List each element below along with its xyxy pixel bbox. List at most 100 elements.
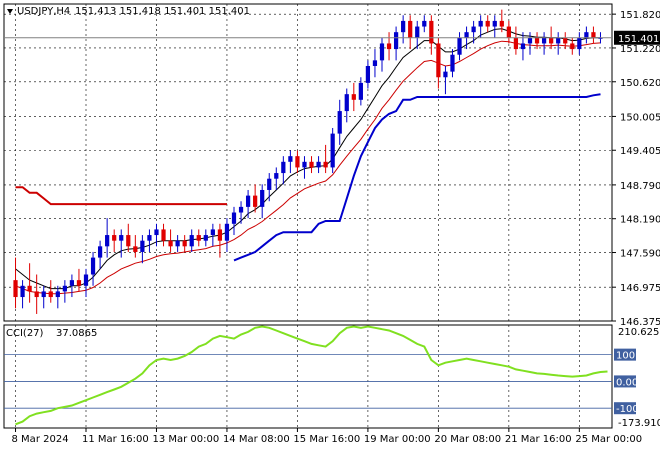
candle-body xyxy=(105,235,110,247)
candle-body xyxy=(203,235,208,241)
cci-axis: 100 0.00 -100 210.6251 -173.9106 xyxy=(614,327,660,429)
candle-body xyxy=(513,37,519,50)
candle-body xyxy=(295,156,300,168)
candle-body xyxy=(147,235,152,241)
candle-body xyxy=(97,246,103,258)
candle-body xyxy=(563,37,568,44)
candle-body xyxy=(386,43,392,50)
ohlc-values: 151.413 151.418 151.401 151.401 xyxy=(75,6,250,17)
candle-body xyxy=(281,161,286,174)
candle-body xyxy=(13,280,18,298)
candle-body xyxy=(499,20,504,27)
candle-body xyxy=(175,240,180,247)
x-tick-label: 25 Mar 00:00 xyxy=(575,434,642,445)
x-tick-label: 21 Mar 16:00 xyxy=(505,434,572,445)
y-tick-label: 151.220 xyxy=(620,44,660,55)
cci-level-tag xyxy=(614,402,636,415)
candle-body xyxy=(471,26,476,33)
ma-fast xyxy=(15,28,601,290)
symbol-label: USDJPY,H4 xyxy=(17,6,70,17)
candle-body xyxy=(231,212,237,224)
candle-body xyxy=(217,229,223,241)
cci-line xyxy=(15,325,608,426)
candle-body xyxy=(534,37,540,44)
candle-body xyxy=(478,20,483,27)
cci-level-tag xyxy=(614,375,636,388)
candle-body xyxy=(520,43,526,50)
candle-body xyxy=(161,229,166,241)
y-tick-label: 151.820 xyxy=(620,10,660,21)
candle-body xyxy=(182,240,187,247)
y-tick-label: 149.405 xyxy=(620,146,660,157)
candle-body xyxy=(393,32,399,50)
x-tick-label: 13 Mar 00:00 xyxy=(152,434,219,445)
candle-body xyxy=(436,43,441,78)
candle-body xyxy=(253,195,258,207)
candle-body xyxy=(288,156,293,162)
candle-body xyxy=(189,235,194,247)
candle-body xyxy=(422,20,427,27)
cci-panel-frame xyxy=(3,324,613,429)
x-tick-label: 11 Mar 16:00 xyxy=(82,434,149,445)
cci-series xyxy=(15,325,608,426)
x-tick-label: 19 Mar 00:00 xyxy=(364,434,431,445)
candle-body xyxy=(90,257,96,275)
candle-body xyxy=(224,223,230,241)
candle-body xyxy=(140,240,145,252)
dropdown-triangle-icon[interactable] xyxy=(7,9,13,14)
candle-body xyxy=(316,161,321,168)
long-ma-red-line xyxy=(15,186,227,206)
candle-body xyxy=(372,60,378,66)
candle-body xyxy=(55,291,60,298)
candle-body xyxy=(365,65,371,83)
x-tick-label: 20 Mar 08:00 xyxy=(434,434,501,445)
candle-body xyxy=(309,161,314,168)
y-tick-label: 150.005 xyxy=(620,112,660,123)
candle-body xyxy=(464,32,469,38)
candle-body xyxy=(133,246,138,252)
time-axis: 8 Mar 2024 11 Mar 16:00 13 Mar 00:00 14 Mar… xyxy=(12,428,642,445)
candle-body xyxy=(351,94,356,100)
candle-body xyxy=(450,54,455,72)
candle-body xyxy=(267,178,272,190)
candle-body xyxy=(168,240,173,247)
cci-min-label: -173.9106 xyxy=(618,418,660,429)
cci-value: 37.0865 xyxy=(56,328,97,339)
candle-body xyxy=(154,229,159,236)
candle-body xyxy=(41,291,46,298)
candle-body xyxy=(83,274,89,286)
candle-body xyxy=(20,285,25,298)
candle-body xyxy=(549,37,554,44)
candle-body xyxy=(69,280,75,286)
candle-body xyxy=(48,291,53,298)
main-panel-frame xyxy=(3,3,613,322)
candle-body xyxy=(210,229,215,236)
x-tick-label: 14 Mar 08:00 xyxy=(223,434,290,445)
candle-body xyxy=(598,37,603,39)
candle-body xyxy=(126,235,131,247)
candle-body xyxy=(415,26,420,38)
x-tick-label: 8 Mar 2024 xyxy=(12,434,69,445)
candle-body xyxy=(196,235,201,241)
candle-body xyxy=(260,189,265,207)
price-axis: 151.820 151.220 150.620 150.005 149.405 148.7… xyxy=(4,10,660,328)
long-ma-red xyxy=(15,186,227,206)
candle-body xyxy=(584,32,589,38)
main-panel-grid xyxy=(3,3,613,322)
ma-slow-line xyxy=(15,40,601,295)
y-tick-label: 146.375 xyxy=(620,317,660,328)
cci-level-label: 100 xyxy=(616,351,635,362)
cci-panel-grid xyxy=(3,324,613,429)
candle-body xyxy=(457,37,462,55)
candle-body xyxy=(323,161,328,168)
y-tick-label: 148.190 xyxy=(620,215,660,226)
y-tick-label: 146.975 xyxy=(620,283,660,294)
cci-max-label: 210.6251 xyxy=(618,327,660,338)
candle-body xyxy=(577,37,582,50)
y-tick-label: 148.790 xyxy=(620,181,660,192)
ma-fast-line xyxy=(15,28,601,290)
candle-body xyxy=(238,206,244,213)
current-price-label: 151.401 xyxy=(618,34,659,45)
candle-body xyxy=(591,32,596,38)
